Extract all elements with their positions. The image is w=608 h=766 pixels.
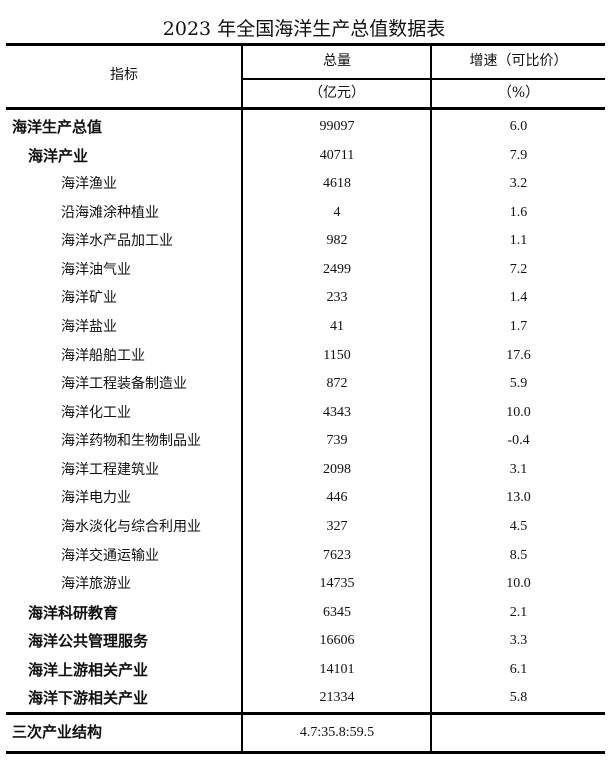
- column-divider: [241, 43, 243, 753]
- row-total: 2098: [323, 461, 351, 477]
- row-total: 41: [330, 318, 344, 334]
- row-indicator: 海洋渔业: [61, 176, 117, 193]
- row-total: 1150: [323, 347, 351, 363]
- row-total: 446: [326, 490, 348, 506]
- row-indicator: 海洋科研教育: [28, 603, 119, 622]
- row-indicator: 海洋船舶工业: [61, 347, 145, 364]
- row-growth: 4.5: [509, 518, 528, 534]
- row-growth: 5.9: [509, 376, 528, 392]
- row-growth: 1.1: [509, 233, 528, 249]
- row-indicator: 海洋旅游业: [61, 576, 131, 593]
- row-total: 2499: [323, 261, 351, 277]
- row-indicator: 海洋电力业: [61, 490, 131, 507]
- row-growth: 3.1: [509, 461, 528, 477]
- row-total: 327: [326, 518, 348, 534]
- row-growth: 8.5: [509, 547, 528, 563]
- row-growth: 3.2: [509, 176, 528, 192]
- row-total: 14101: [319, 661, 355, 677]
- row-indicator: 海洋工程建筑业: [61, 461, 159, 478]
- row-indicator: 海水淡化与综合利用业: [61, 518, 201, 535]
- row-growth: -0.4: [507, 433, 530, 449]
- row-indicator: 海洋交通运输业: [61, 547, 159, 564]
- row-total: 21334: [319, 690, 355, 706]
- row-growth: 7.9: [509, 147, 528, 163]
- row-growth: 13.0: [506, 490, 531, 506]
- row-indicator: 海洋下游相关产业: [28, 689, 149, 708]
- row-growth: 3.3: [509, 633, 528, 649]
- row-total: 14735: [319, 576, 355, 592]
- row-growth: 10.0: [506, 576, 531, 592]
- row-total: 4343: [323, 404, 351, 420]
- row-indicator: 海洋上游相关产业: [28, 660, 149, 679]
- structure-value: 4.7:35.8:59.5: [299, 725, 375, 740]
- row-total: 4: [333, 204, 341, 220]
- row-indicator: 海洋化工业: [61, 404, 131, 421]
- header-divider: [242, 78, 605, 80]
- row-total: 739: [326, 433, 348, 449]
- row-growth: 6.1: [509, 661, 528, 677]
- row-indicator: 海洋产业: [28, 146, 89, 165]
- table-top-border: [6, 43, 605, 46]
- table-bottom-border: [6, 751, 605, 754]
- row-indicator: 沿海滩涂种植业: [61, 204, 159, 221]
- row-growth: 5.8: [509, 690, 528, 706]
- row-total: 6345: [323, 604, 351, 620]
- row-growth: 10.0: [506, 404, 531, 420]
- row-growth: 1.4: [509, 290, 528, 306]
- row-indicator: 海洋生产总值: [12, 118, 103, 136]
- header-indicator: 指标: [110, 67, 138, 83]
- column-divider: [430, 43, 432, 753]
- row-growth: 1.6: [509, 204, 528, 220]
- header-bottom-border: [6, 107, 605, 110]
- structure-divider: [6, 712, 605, 715]
- header-total: 总量: [323, 53, 351, 69]
- header-total-unit: （亿元）: [309, 85, 365, 101]
- page-title: 2023 年全国海洋生产总值数据表: [162, 18, 446, 40]
- row-total: 99097: [319, 119, 355, 134]
- row-total: 4618: [323, 176, 351, 192]
- header-growth-unit: （%）: [497, 85, 540, 101]
- row-total: 7623: [323, 547, 351, 563]
- row-total: 16606: [319, 633, 355, 649]
- row-indicator: 海洋水产品加工业: [61, 233, 173, 250]
- row-indicator: 海洋工程装备制造业: [61, 376, 187, 393]
- row-growth: 2.1: [509, 604, 528, 620]
- row-total: 40711: [319, 147, 355, 163]
- row-total: 872: [326, 376, 348, 392]
- row-growth: 1.7: [509, 318, 528, 334]
- row-total: 233: [326, 290, 348, 306]
- row-indicator: 海洋矿业: [61, 290, 117, 307]
- row-growth: 6.0: [509, 119, 528, 134]
- row-growth: 7.2: [509, 261, 528, 277]
- row-total: 982: [326, 233, 348, 249]
- header-growth: 增速（可比价）: [469, 53, 568, 69]
- row-indicator: 海洋油气业: [61, 261, 131, 278]
- row-indicator: 海洋药物和生物制品业: [61, 433, 201, 450]
- row-growth: 17.6: [506, 347, 531, 363]
- row-indicator: 海洋公共管理服务: [28, 632, 149, 651]
- row-indicator: 海洋盐业: [61, 318, 117, 335]
- structure-label: 三次产业结构: [12, 723, 103, 741]
